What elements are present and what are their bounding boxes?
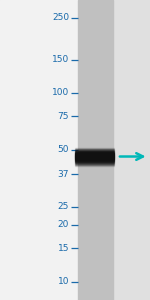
Text: 10: 10 <box>57 277 69 286</box>
Bar <box>75 161 114 162</box>
Text: 150: 150 <box>52 55 69 64</box>
Bar <box>0 0 78 300</box>
Text: 25: 25 <box>58 202 69 211</box>
Text: 75: 75 <box>57 112 69 121</box>
Bar <box>75 164 114 165</box>
Bar <box>75 157 114 158</box>
Text: 15: 15 <box>57 244 69 253</box>
Bar <box>75 163 114 164</box>
Bar <box>78 0 112 300</box>
Bar <box>75 162 114 163</box>
Bar <box>75 160 114 161</box>
Text: 250: 250 <box>52 13 69 22</box>
Bar <box>75 165 114 166</box>
Bar <box>75 160 114 161</box>
Bar <box>75 159 114 160</box>
Text: 37: 37 <box>57 170 69 179</box>
Text: 20: 20 <box>58 220 69 229</box>
Bar <box>112 0 150 300</box>
Text: 100: 100 <box>52 88 69 97</box>
Text: 50: 50 <box>57 145 69 154</box>
Bar <box>75 158 114 159</box>
Bar <box>75 156 114 157</box>
